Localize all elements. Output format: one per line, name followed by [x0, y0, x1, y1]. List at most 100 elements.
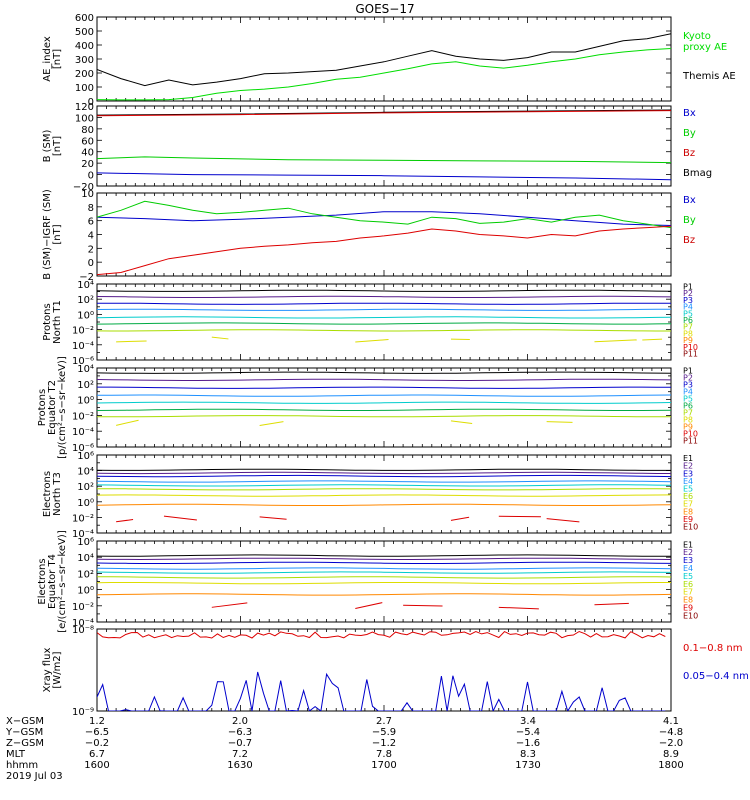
- x-ticks: [96, 106, 672, 186]
- series-p7: [97, 415, 671, 418]
- y-tick-label: 0: [88, 97, 94, 108]
- x-row-label: hhmm: [6, 760, 38, 771]
- series-group: [97, 289, 671, 343]
- legend-entry: E8: [683, 596, 693, 605]
- y-axis-label: North T3: [52, 472, 63, 516]
- series-p4: [97, 394, 671, 397]
- x-tick-label: 4.1: [663, 716, 679, 727]
- y-tick-label: 120: [75, 102, 94, 113]
- series-0-1-0-8-nm: [97, 630, 666, 639]
- series-bz: [97, 225, 671, 276]
- series-e9: [211, 602, 629, 610]
- legend-entry: P9: [683, 336, 693, 345]
- y-tick-label: 500: [75, 27, 94, 38]
- y-axis-label: Protons: [42, 303, 53, 340]
- legend-entry: Bmag: [683, 168, 712, 179]
- legend-entry: E8: [683, 507, 693, 516]
- series-e8: [97, 503, 671, 506]
- legend-entry: E9: [683, 515, 693, 524]
- legend-entry: P5: [683, 309, 693, 318]
- series-e7: [97, 494, 671, 497]
- y-tick-label: −2: [79, 272, 94, 283]
- legend-entry: P8: [683, 329, 693, 338]
- legend-entry: E1: [683, 540, 693, 549]
- legend-entry: Bx: [683, 108, 696, 119]
- y-tick-label: 400: [75, 41, 94, 52]
- legend-entry: P10: [683, 430, 698, 439]
- y-tick-label: 10²: [77, 295, 94, 306]
- series-by: [97, 156, 671, 164]
- panel-frame: [96, 16, 672, 102]
- series-group: [97, 554, 671, 610]
- legend-entry: By: [683, 128, 696, 139]
- legend-entry: P7: [683, 323, 693, 332]
- x-tick-label: 8.9: [663, 749, 679, 760]
- series-e9: [116, 515, 580, 523]
- panel-3: −2 0 2 4 6 8 10 B (SM)−IGRF (SM) [nT] Bx By Bz: [42, 189, 696, 283]
- y-tick-label: 10⁰: [77, 396, 94, 407]
- y-tick-label: 60: [81, 136, 94, 147]
- series-e3: [97, 474, 671, 478]
- y-tick-label: 8: [88, 203, 94, 214]
- legend-entry: P6: [683, 316, 693, 325]
- y-tick-label: 100: [75, 83, 94, 94]
- legend-entry: Bz: [683, 235, 695, 246]
- legend-entry: P3: [683, 381, 693, 390]
- legend-entry: P8: [683, 416, 693, 425]
- panel-frame: [96, 192, 672, 277]
- series-group: [97, 109, 671, 181]
- legend-entry: 0.1−0.8 nm: [683, 643, 742, 654]
- series-p7: [97, 329, 671, 332]
- series-group: [97, 371, 671, 426]
- legend-entry: E10: [683, 522, 698, 531]
- series-e2: [97, 557, 671, 561]
- x-tick-label: 1630: [227, 760, 252, 771]
- y-axis-label: [nT]: [52, 49, 63, 69]
- legend-entry: P10: [683, 343, 698, 352]
- panel-7: 10⁻⁴ 10⁻² 10⁰ 10² 10⁴ 10⁶ Electrons Equator T4[…: [37, 530, 698, 633]
- legend-entry: Kyoto: [683, 31, 711, 42]
- series-p1: [97, 371, 671, 374]
- x-tick-label: 3.4: [520, 716, 536, 727]
- x-tick-label: 2.0: [232, 716, 248, 727]
- series-p3: [97, 386, 671, 389]
- series-bz: [97, 110, 671, 117]
- x-tick-label: −4.8: [659, 727, 683, 738]
- legend-entry: E5: [683, 484, 693, 493]
- legend-entry: E4: [683, 477, 693, 486]
- y-tick-label: 10⁻⁴: [72, 427, 94, 438]
- x-tick-label: 1.2: [89, 716, 105, 727]
- x-tick-label: 1600: [84, 760, 109, 771]
- y-tick-label: 80: [81, 125, 94, 136]
- x-tick-label: −5.4: [516, 727, 540, 738]
- x-tick-label: −2.0: [659, 738, 683, 749]
- series-e4: [97, 480, 671, 483]
- series-e2: [97, 471, 671, 475]
- series-kyoto-proxy-ae: [97, 48, 671, 101]
- series-p1: [97, 289, 671, 292]
- y-tick-label: 300: [75, 55, 94, 66]
- y-tick-label: 2: [88, 244, 94, 255]
- legend-entry: E7: [683, 588, 693, 597]
- series-e1: [97, 554, 671, 557]
- x-ticks: [96, 541, 672, 622]
- series-e7: [97, 582, 671, 585]
- series-p5: [97, 316, 671, 319]
- x-tick-label: −6.5: [85, 727, 109, 738]
- date-label: 2019 Jul 03: [6, 771, 63, 782]
- series-bmag: [97, 109, 671, 116]
- y-tick-label: 10⁻⁸: [72, 625, 94, 636]
- y-axis-label: B (SM)−IGRF (SM): [42, 189, 53, 280]
- y-tick-label: −20: [73, 182, 94, 193]
- plot-title: GOES−17: [355, 2, 414, 16]
- x-row-label: Y−GSM: [5, 727, 43, 738]
- y-tick-label: 10⁻⁴: [72, 618, 94, 629]
- legend-entry: P6: [683, 402, 693, 411]
- y-axis-label: AE_index: [42, 36, 53, 82]
- y-tick-label: 10⁴: [77, 364, 94, 375]
- legend-entry: proxy AE: [683, 42, 727, 53]
- legend-entry: P3: [683, 296, 693, 305]
- x-ticks: [96, 193, 672, 276]
